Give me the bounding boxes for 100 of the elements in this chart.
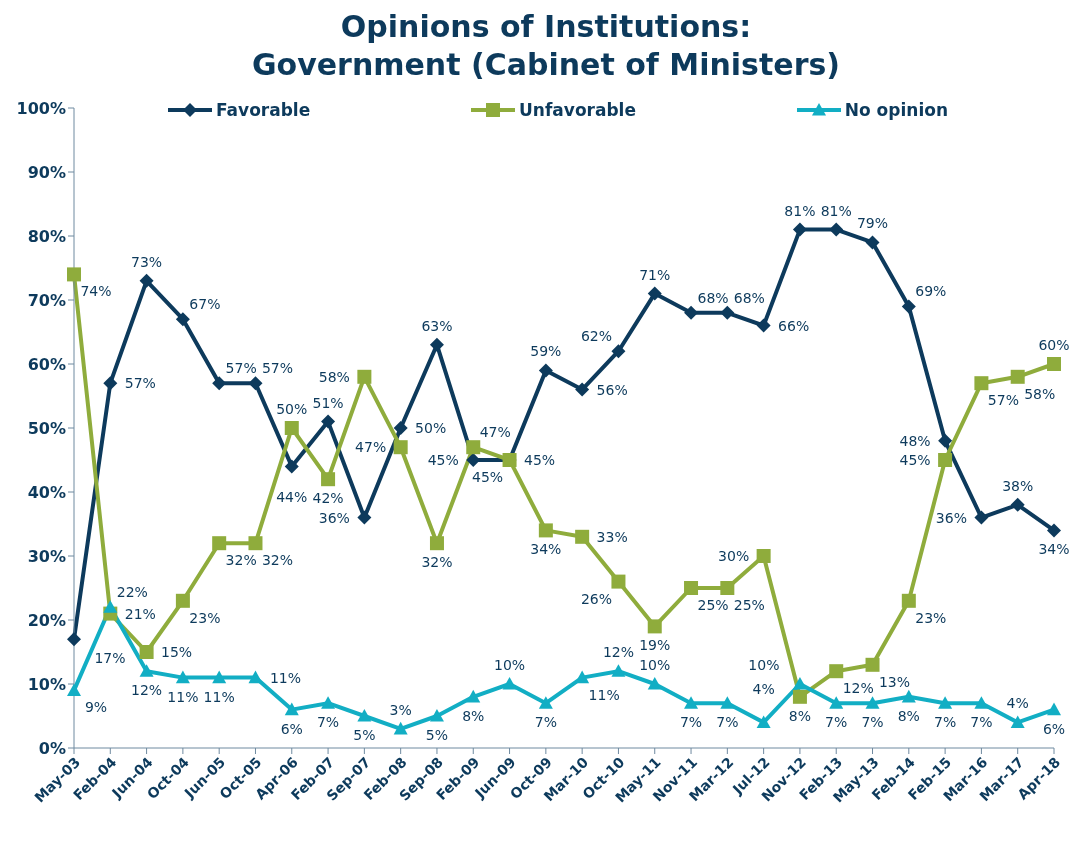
data-label: 56% bbox=[596, 381, 628, 398]
data-label: 68% bbox=[733, 289, 765, 306]
data-label: 25% bbox=[733, 597, 765, 613]
point bbox=[248, 670, 263, 684]
data-label: 11% bbox=[203, 688, 235, 705]
point bbox=[901, 299, 916, 314]
point bbox=[212, 670, 227, 684]
data-label: 50% bbox=[415, 420, 447, 436]
data-label: 7% bbox=[934, 714, 957, 731]
data-label: 45% bbox=[471, 469, 504, 485]
data-label: 68% bbox=[697, 289, 729, 306]
point bbox=[284, 459, 299, 474]
data-label: 67% bbox=[189, 296, 221, 313]
y-tick-label: 70% bbox=[27, 290, 66, 310]
point bbox=[865, 657, 880, 672]
point bbox=[865, 235, 880, 250]
point bbox=[756, 318, 771, 333]
point bbox=[756, 549, 771, 563]
point bbox=[974, 376, 989, 391]
data-label: 23% bbox=[915, 609, 947, 626]
data-label: 32% bbox=[225, 552, 257, 569]
data-label: 7% bbox=[716, 714, 739, 731]
point bbox=[829, 696, 844, 709]
data-label: 6% bbox=[280, 720, 303, 737]
y-tick-label: 50% bbox=[27, 418, 66, 438]
point bbox=[938, 453, 953, 467]
data-label: 34% bbox=[530, 541, 562, 558]
point bbox=[67, 632, 81, 647]
point bbox=[357, 510, 372, 525]
data-label: 11% bbox=[167, 688, 199, 705]
data-label: 11% bbox=[269, 669, 302, 686]
y-tick-label: 30% bbox=[27, 546, 66, 566]
point bbox=[792, 222, 807, 237]
y-tick-label: 40% bbox=[27, 482, 66, 502]
point bbox=[466, 689, 481, 703]
data-label: 33% bbox=[596, 528, 628, 545]
point bbox=[792, 677, 807, 690]
point bbox=[1047, 357, 1061, 371]
y-tick-label: 10% bbox=[27, 674, 66, 694]
point bbox=[829, 222, 844, 237]
data-label: 58% bbox=[318, 368, 350, 385]
data-label: 5% bbox=[353, 727, 376, 743]
data-label: 45% bbox=[899, 452, 931, 468]
legend-label: No opinion bbox=[843, 100, 948, 120]
data-label: 81% bbox=[784, 202, 816, 219]
point bbox=[321, 696, 336, 709]
point bbox=[393, 440, 408, 455]
data-label: 66% bbox=[778, 317, 810, 334]
data-label: 36% bbox=[935, 509, 967, 526]
point bbox=[1047, 523, 1061, 538]
point bbox=[284, 421, 299, 435]
data-label: 11% bbox=[588, 686, 620, 703]
data-label: 32% bbox=[261, 552, 294, 569]
point bbox=[684, 696, 699, 709]
point bbox=[502, 677, 517, 690]
point bbox=[139, 645, 154, 659]
data-label: 13% bbox=[878, 673, 911, 690]
y-tick-label: 20% bbox=[27, 610, 66, 630]
data-label: 42% bbox=[312, 490, 344, 507]
point bbox=[720, 696, 735, 709]
data-label: 69% bbox=[915, 283, 947, 300]
point bbox=[611, 664, 626, 677]
point bbox=[103, 376, 118, 391]
data-label: 8% bbox=[897, 707, 920, 724]
data-label: 63% bbox=[421, 317, 453, 334]
y-tick-label: 60% bbox=[27, 354, 66, 374]
data-label: 57% bbox=[225, 360, 257, 377]
point bbox=[466, 453, 481, 467]
point bbox=[429, 536, 444, 551]
point bbox=[647, 677, 662, 690]
point bbox=[538, 696, 553, 709]
data-label: 17% bbox=[94, 650, 126, 667]
data-label: 7% bbox=[316, 714, 340, 731]
point bbox=[684, 581, 699, 595]
point bbox=[321, 472, 336, 487]
data-label: 23% bbox=[189, 609, 221, 626]
point bbox=[974, 510, 989, 525]
y-tick-label: 80% bbox=[27, 226, 66, 246]
data-label: 12% bbox=[131, 682, 163, 699]
data-label: 47% bbox=[479, 424, 511, 441]
data-label: 12% bbox=[842, 680, 874, 697]
data-label: 7% bbox=[861, 714, 884, 731]
point bbox=[901, 689, 916, 703]
data-label: 25% bbox=[697, 597, 729, 613]
data-label: 3% bbox=[389, 701, 412, 718]
point bbox=[684, 305, 699, 320]
point bbox=[575, 529, 590, 544]
y-tick-label: 0% bbox=[38, 738, 66, 758]
data-label: 7% bbox=[534, 714, 557, 731]
point bbox=[611, 574, 626, 589]
data-label: 79% bbox=[856, 215, 889, 232]
data-label: 36% bbox=[318, 509, 350, 526]
data-label: 9% bbox=[84, 699, 108, 716]
data-label: 57% bbox=[261, 360, 294, 377]
data-label: 62% bbox=[580, 328, 613, 345]
point bbox=[212, 536, 227, 551]
chart-title: Opinions of Institutions: Government (Cabinet of Ministers) bbox=[250, 8, 841, 84]
data-label: 47% bbox=[355, 439, 387, 456]
y-tick-label: 100% bbox=[16, 98, 66, 118]
point bbox=[284, 702, 299, 716]
